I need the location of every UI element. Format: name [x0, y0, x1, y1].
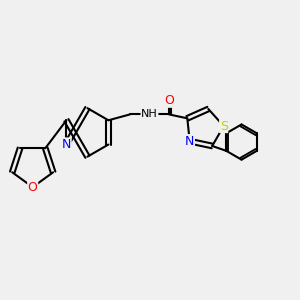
Text: O: O [28, 181, 38, 194]
Text: O: O [164, 94, 174, 107]
Text: N: N [185, 135, 194, 148]
Text: NH: NH [141, 110, 158, 119]
Text: S: S [220, 120, 228, 133]
Text: N: N [62, 138, 71, 151]
